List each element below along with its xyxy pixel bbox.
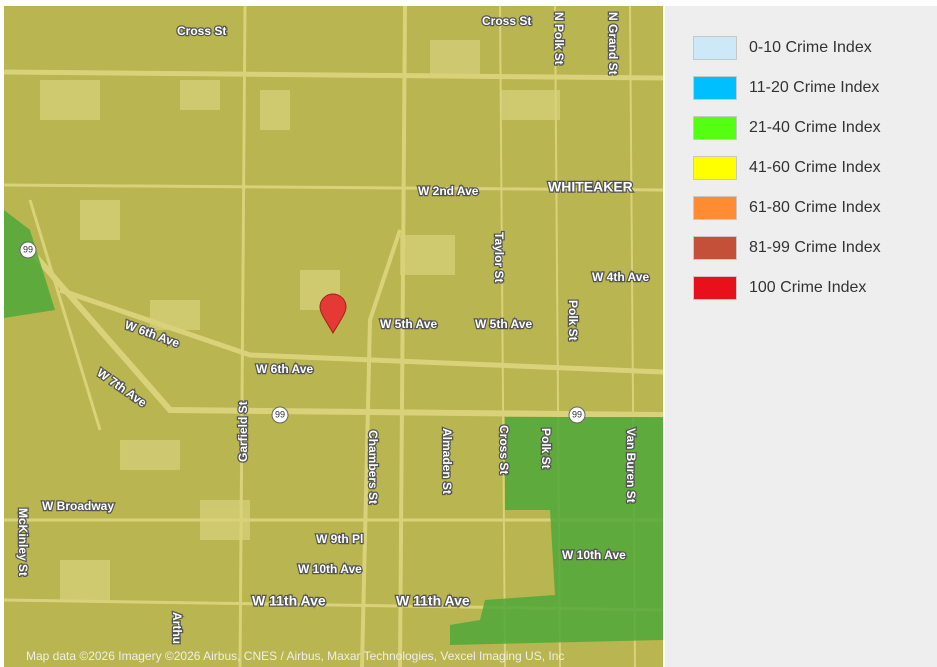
legend-item: 0-10 Crime Index: [693, 36, 872, 60]
map[interactable]: Cross St Cross St N Polk St N Grand St W…: [0, 0, 663, 667]
legend-swatch: [693, 36, 737, 60]
legend-label: 0-10 Crime Index: [749, 39, 872, 56]
street-label: W 5th Ave: [380, 317, 437, 331]
crime-zone: [4, 210, 663, 645]
highway-shield: 99: [568, 406, 586, 424]
street-label: Van Buren St: [624, 428, 638, 503]
street-label: W 11th Ave: [252, 593, 326, 609]
street-label: W 11th Ave: [396, 593, 470, 609]
street-label: Polk St: [539, 428, 553, 469]
highway-shield: 99: [271, 406, 289, 424]
street-label: Cross St: [482, 14, 531, 28]
street-label: N Grand St: [606, 12, 620, 75]
legend-item: 81-99 Crime Index: [693, 236, 881, 260]
attribution: Map data ©2026 Imagery ©2026 Airbus, CNE…: [26, 649, 564, 663]
legend-item: 21-40 Crime Index: [693, 116, 881, 140]
street-label: Cross St: [177, 24, 226, 38]
legend-swatch: [693, 76, 737, 100]
legend-label: 41-60 Crime Index: [749, 159, 881, 176]
street-label: Cross St: [497, 425, 511, 474]
legend-swatch: [693, 276, 737, 300]
legend-swatch: [693, 236, 737, 260]
legend-swatch: [693, 116, 737, 140]
street-label: W 2nd Ave: [418, 184, 479, 198]
street-label: WHITEAKER: [548, 179, 633, 195]
location-pin[interactable]: [319, 293, 347, 334]
legend-swatch: [693, 156, 737, 180]
street-label: W 6th Ave: [256, 362, 313, 376]
street-label: Taylor St: [492, 232, 506, 282]
street-label: W 10th Ave: [562, 548, 626, 562]
legend-item: 41-60 Crime Index: [693, 156, 881, 180]
legend-label: 11-20 Crime Index: [749, 79, 880, 96]
street-label: W 4th Ave: [592, 270, 649, 284]
legend-item: 11-20 Crime Index: [693, 76, 879, 100]
street-label: N Polk St: [552, 12, 566, 65]
legend-item: 100 Crime Index: [693, 276, 866, 300]
street-label: Garfield St: [236, 401, 250, 462]
street-label: Polk St: [566, 300, 580, 341]
shield-label: 99: [275, 409, 285, 419]
street-label: W 9th Pl: [316, 532, 363, 546]
legend-label: 61-80 Crime Index: [749, 199, 881, 216]
legend-label: 81-99 Crime Index: [749, 239, 881, 256]
street-label: W 10th Ave: [298, 562, 362, 576]
street-label: Almaden St: [440, 428, 454, 494]
legend: 0-10 Crime Index 11-20 Crime Index 21-40 C…: [665, 6, 937, 667]
street-label: Arthu: [170, 612, 184, 644]
legend-label: 21-40 Crime Index: [749, 119, 881, 136]
legend-item: 61-80 Crime Index: [693, 196, 881, 220]
highway-shield: 99: [19, 241, 37, 259]
shield-label: 99: [23, 244, 33, 254]
legend-swatch: [693, 196, 737, 220]
street-label: Chambers St: [366, 430, 380, 504]
legend-label: 100 Crime Index: [749, 279, 867, 296]
street-label: W Broadway: [42, 499, 114, 513]
street-label: McKinley St: [16, 508, 30, 576]
shield-label: 99: [572, 409, 582, 419]
street-label: W 5th Ave: [475, 317, 532, 331]
